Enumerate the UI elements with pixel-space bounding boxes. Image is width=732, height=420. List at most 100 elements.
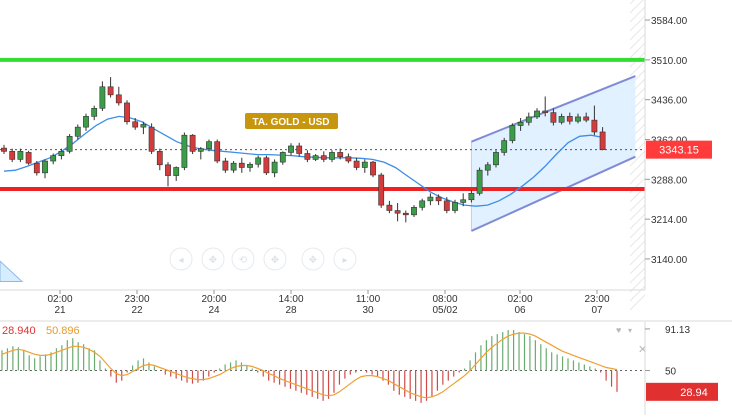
candle [99,81,106,111]
oscillator-last-box [646,382,718,401]
close-icon: ✕ [638,344,647,356]
chevron-down-icon: ▾ [628,326,632,335]
candle-body [525,116,532,123]
candle [501,137,508,156]
oscillator-pane[interactable] [0,322,645,415]
candle [443,197,450,214]
candle-body [427,196,434,202]
horizontal-levels[interactable] [0,57,645,192]
candle [148,123,155,155]
candle [402,210,409,223]
price-tick-label: 3140.00 [651,255,688,266]
candle-body [419,200,426,208]
candle-body [411,206,417,216]
candle [42,159,48,179]
candle-body [443,200,450,211]
candle-body [296,145,303,154]
time-axis[interactable]: 02:002123:002220:002414:002811:003008:00… [47,290,610,316]
candle-body [9,151,16,160]
candle-body [214,141,221,162]
oscillator-pane-controls[interactable]: ♥ ▾ ✕ [616,325,647,356]
time-tick-date: 28 [285,305,297,316]
candle [575,113,581,124]
candle-body [99,86,106,109]
candle [247,162,253,172]
hatch-line [629,0,635,5]
oscillator-axis[interactable]: 91.13 50 [644,322,690,415]
candle [591,105,598,136]
candle-body [132,121,139,128]
candle [394,202,401,222]
svg-text:✥: ✥ [309,255,317,266]
candle [304,150,311,163]
last-price-label: 3343.15 [659,145,699,157]
candle-body [542,110,549,113]
candle [370,161,376,178]
candle [279,151,286,165]
hatch-line [629,231,646,248]
candle [345,153,352,164]
candle-body [165,164,171,176]
candle [83,113,89,131]
candle-body [83,116,89,128]
candle [558,113,565,125]
candle-body [550,112,557,123]
candle [386,200,393,214]
hatch-line [629,60,646,77]
candle [165,162,171,187]
candle-body [33,162,40,174]
navigation-controls[interactable]: ◂ ✥ ⟲ ✥ ✥ ▸ [169,247,357,271]
candle-body [534,110,540,118]
candle [132,117,139,130]
candle [419,198,426,211]
candle-body [353,160,360,168]
hatch-line [629,33,646,50]
candle [550,108,557,126]
candle [452,199,458,214]
time-tick-label: 23:00 [124,294,149,305]
candle [525,112,532,126]
candle-body [591,119,598,133]
moving-average-path [3,115,603,207]
candle-body [460,199,467,203]
candle-body [91,108,98,117]
candle [33,161,40,176]
candle [337,148,344,160]
oscillator-signal-value: 50.896 [46,325,80,337]
candle-body [189,134,196,152]
candle [271,159,278,178]
candle-body [181,134,188,168]
oscillator-signal-line [1,332,618,399]
hatch-line [629,6,646,23]
oscillator-last-label: 28.94 [680,387,708,399]
price-tick-label: 3214.00 [651,215,688,226]
price-tick-label: 3436.00 [651,96,688,107]
time-tick-date: 21 [54,305,66,316]
candle [468,190,475,203]
oscillator-tick-label: 50 [665,367,677,378]
svg-text:▸: ▸ [342,255,347,266]
candle [9,148,16,163]
time-tick-date: 06 [514,305,526,316]
hatch-line [629,213,646,230]
candle-body [386,204,393,211]
candle [140,121,147,135]
candle [173,166,180,181]
moving-average-line [3,115,603,207]
candle-body [402,212,409,216]
candle-body [17,151,24,160]
candle [1,144,7,155]
candle-body [222,160,229,171]
hatch-line [629,0,644,14]
hatch-line [629,150,646,167]
candle-body [238,162,245,168]
time-tick-label: 11:00 [356,294,381,305]
candle-body [271,161,278,174]
candle-body [304,153,311,160]
oscillator-last-value-marker: 28.94 [646,382,718,401]
candle [181,132,188,171]
candle-body [575,116,581,122]
candle [263,155,270,176]
candle-body [509,125,516,141]
